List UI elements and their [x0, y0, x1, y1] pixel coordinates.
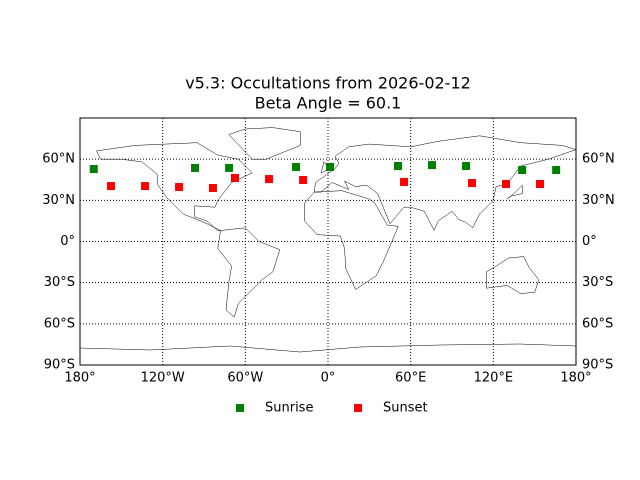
y-tick-label-right: 60°N	[582, 152, 615, 167]
y-tick-label-right: 0°	[582, 234, 597, 249]
coastline	[486, 256, 540, 294]
marker	[326, 162, 335, 171]
x-tick-label: 120°W	[141, 371, 185, 386]
coastlines	[79, 127, 577, 353]
legend-marker	[354, 404, 362, 412]
marker	[502, 180, 511, 189]
marker	[225, 163, 234, 172]
marker	[89, 165, 98, 174]
coastline	[217, 227, 281, 318]
marker	[462, 162, 471, 171]
marker	[208, 183, 217, 192]
marker	[400, 177, 409, 186]
x-tick-label: 0°	[321, 371, 336, 386]
legend-label: Sunrise	[265, 401, 313, 416]
marker	[428, 161, 437, 170]
coastline	[96, 142, 253, 231]
coastline	[228, 127, 301, 160]
y-tick-label-right: 30°S	[582, 275, 613, 290]
x-tick-label: 180°	[560, 371, 591, 386]
x-tick-label: 180°	[64, 371, 95, 386]
marker	[265, 175, 274, 184]
legend-marker	[236, 404, 244, 412]
chart-subtitle: Beta Angle = 60.1	[255, 94, 402, 113]
marker	[467, 179, 476, 188]
coastline	[304, 190, 399, 290]
y-tick-label: 30°S	[44, 275, 75, 290]
marker	[231, 173, 239, 182]
marker	[518, 166, 527, 175]
y-tick-label: 60°S	[44, 316, 75, 331]
marker	[175, 183, 184, 192]
coastline	[506, 184, 523, 200]
marker	[552, 166, 561, 175]
legend-label: Sunset	[383, 401, 428, 416]
y-tick-label: 30°N	[42, 193, 75, 208]
y-tick-label-right: 60°S	[582, 316, 613, 331]
chart-title: v5.3: Occultations from 2026-02-12	[185, 74, 471, 93]
y-tick-label: 90°S	[44, 358, 75, 373]
y-tick-label-right: 30°N	[582, 193, 615, 208]
y-tick-label: 60°N	[42, 152, 75, 167]
coastline	[79, 343, 577, 353]
marker	[536, 180, 545, 189]
y-tick-label: 0°	[60, 234, 75, 249]
x-tick-label: 60°E	[395, 371, 426, 386]
marker	[292, 162, 301, 171]
marker	[191, 163, 200, 172]
marker	[393, 162, 402, 171]
marker	[107, 182, 115, 191]
marker	[141, 182, 150, 191]
coastline	[313, 135, 577, 232]
x-tick-label: 60°W	[227, 371, 263, 386]
marker	[299, 176, 308, 185]
markers	[89, 161, 561, 192]
x-tick-label: 120°E	[474, 371, 514, 386]
map-frame	[79, 117, 577, 366]
y-tick-label-right: 90°S	[582, 358, 613, 373]
